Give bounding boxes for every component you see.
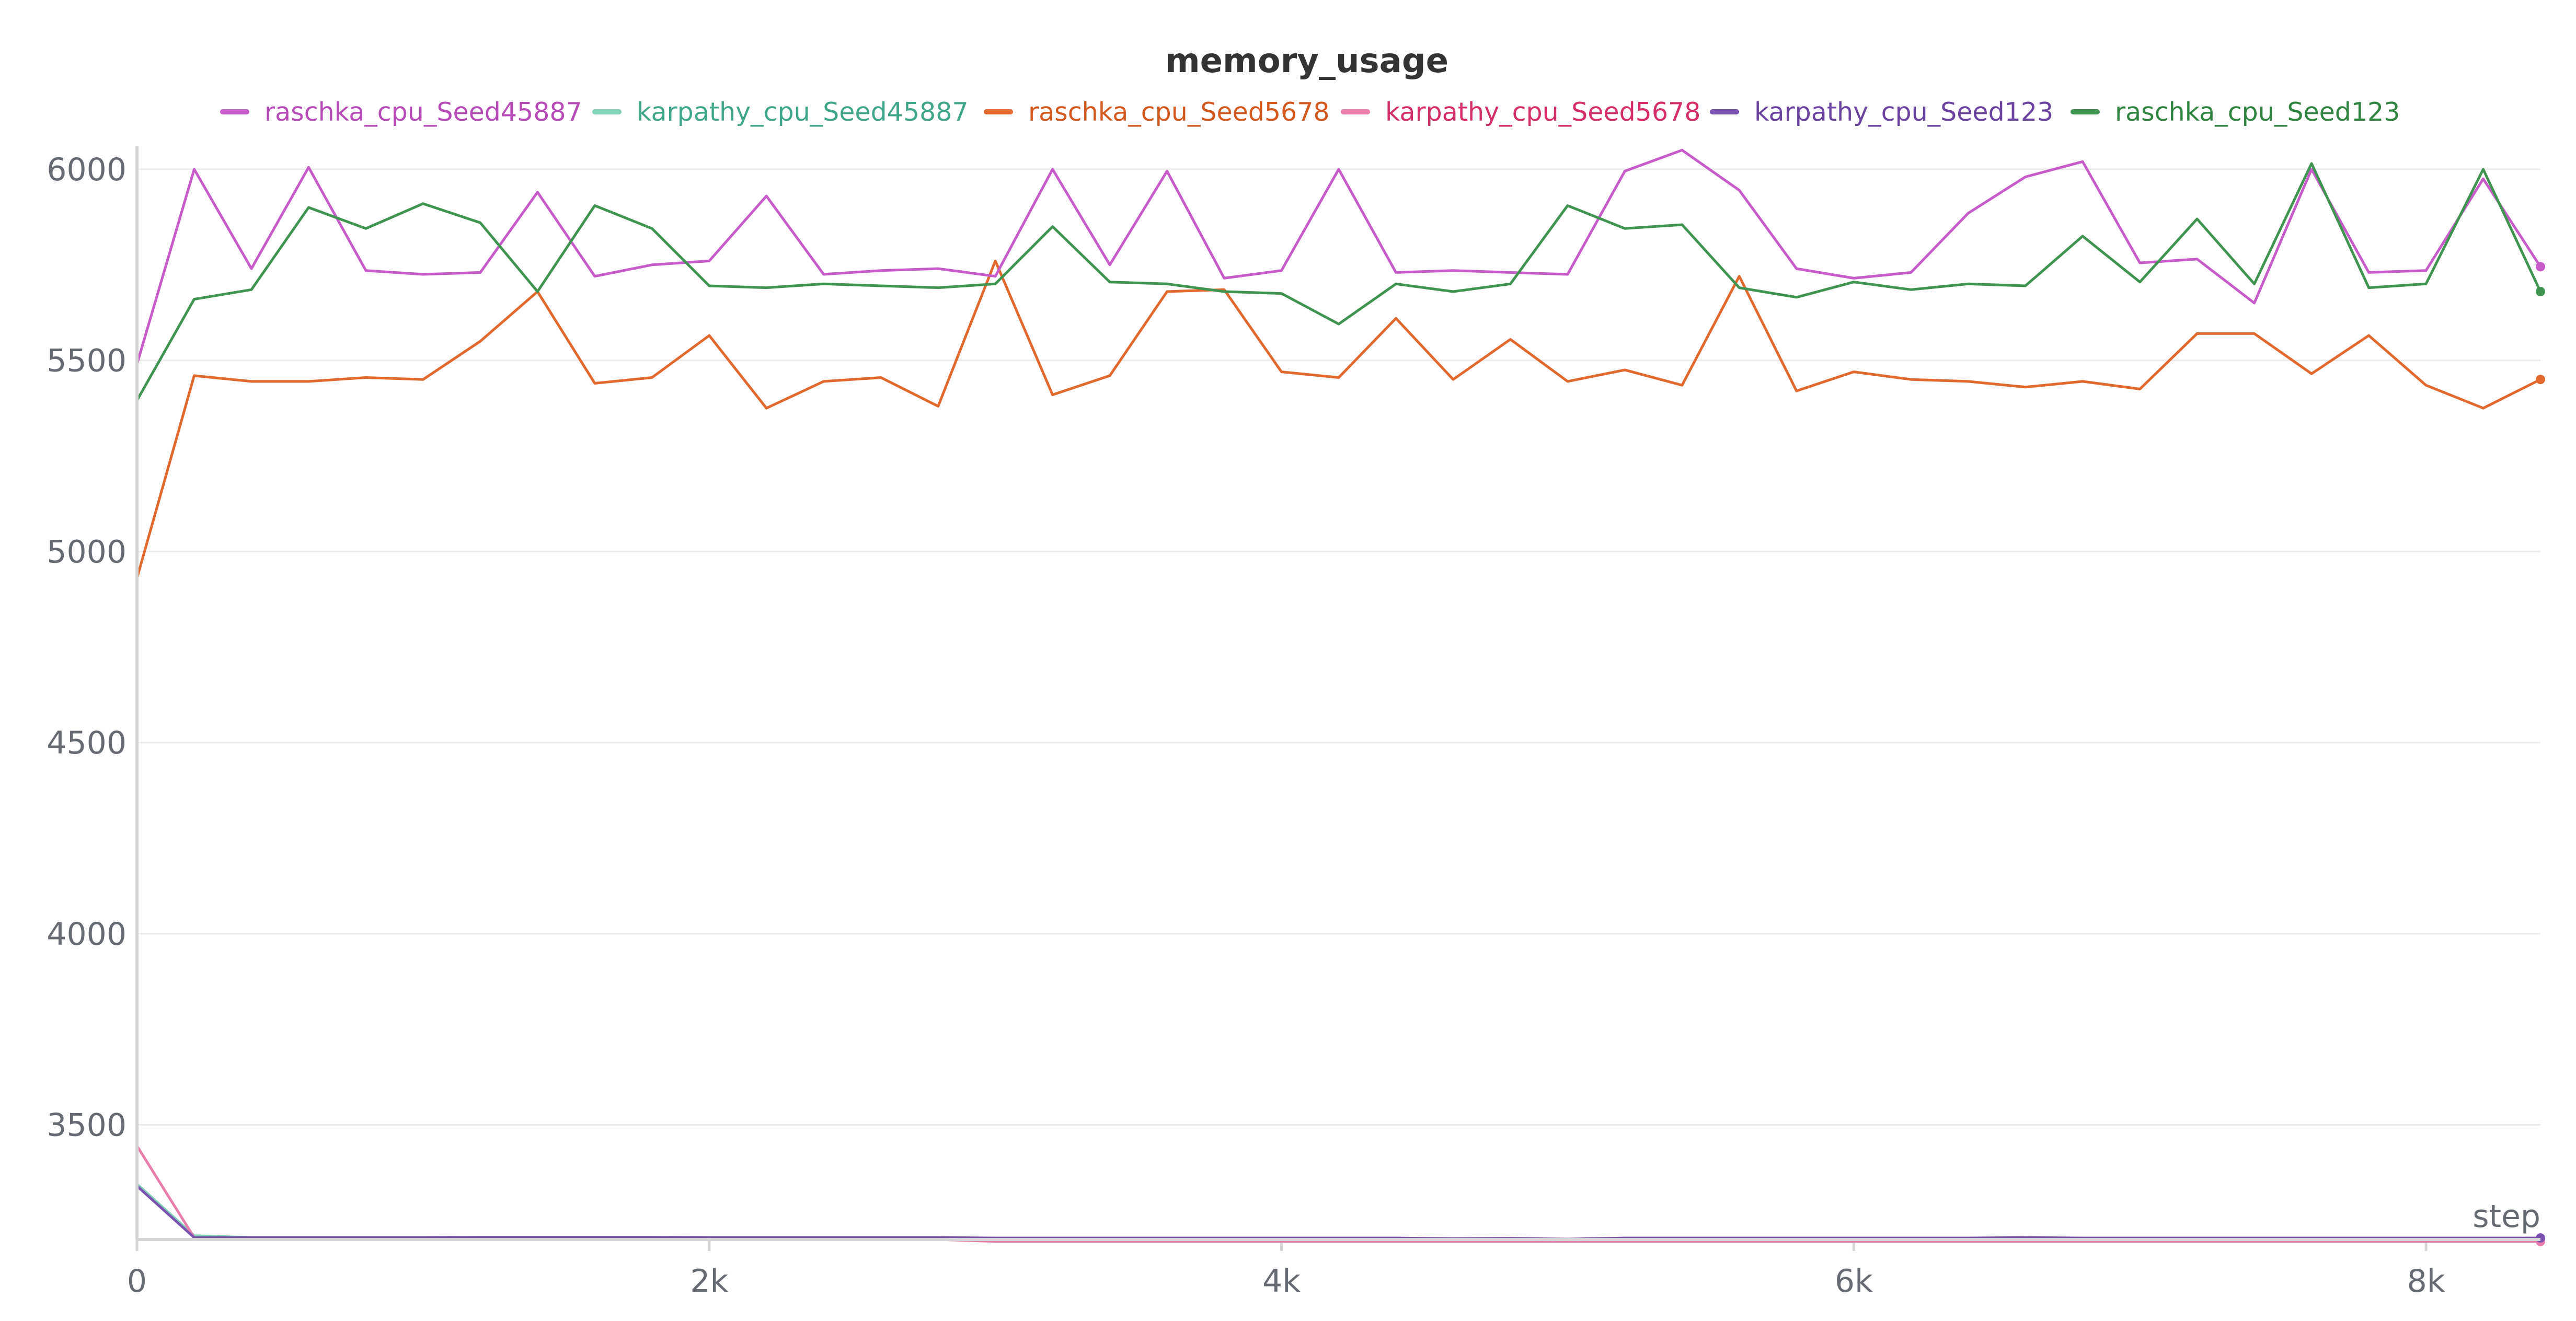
chart-title: memory_usage — [1165, 42, 1448, 80]
legend-label: karpathy_cpu_Seed123 — [1754, 97, 2053, 127]
legend-label: raschka_cpu_Seed45887 — [264, 97, 582, 127]
series-line-raschka_cpu_Seed45887 — [135, 148, 2542, 366]
x-axis-ticks: 0 2k 4k 6k 8k — [127, 1239, 2445, 1300]
y-tick-label: 5500 — [47, 343, 126, 379]
legend: raschka_cpu_Seed45887 karpathy_cpu_Seed45… — [220, 97, 2400, 127]
series-line-karpathy_cpu_Seed45887 — [135, 1183, 2542, 1243]
legend-item[interactable]: karpathy_cpu_Seed45887 — [592, 97, 969, 127]
series-end-point-raschka_cpu_Seed123 — [2536, 286, 2545, 296]
x-tick-label: 4k — [1262, 1263, 1301, 1300]
y-tick-label: 5000 — [47, 534, 126, 570]
x-tick-label: 6k — [1835, 1263, 1873, 1300]
grid-lines — [137, 168, 2540, 1126]
series-end-point-raschka_cpu_Seed45887 — [2536, 262, 2545, 272]
legend-label: raschka_cpu_Seed123 — [2115, 97, 2400, 127]
legend-item[interactable]: raschka_cpu_Seed123 — [2071, 97, 2400, 127]
legend-item[interactable]: raschka_cpu_Seed45887 — [220, 97, 582, 127]
series-line-karpathy_cpu_Seed123 — [135, 1185, 2542, 1241]
x-tick-label: 2k — [690, 1263, 728, 1300]
axes — [135, 146, 2540, 1241]
series-line-karpathy_cpu_Seed5678 — [135, 1144, 2542, 1243]
legend-label: raschka_cpu_Seed5678 — [1028, 97, 1330, 127]
legend-label: karpathy_cpu_Seed45887 — [637, 97, 969, 127]
y-tick-label: 4500 — [47, 725, 126, 761]
legend-item[interactable]: raschka_cpu_Seed5678 — [984, 97, 1330, 127]
series-end-point-raschka_cpu_Seed5678 — [2536, 375, 2545, 385]
legend-item[interactable]: karpathy_cpu_Seed5678 — [1341, 97, 1700, 127]
series-layer — [135, 148, 2545, 1246]
y-tick-label: 4000 — [47, 916, 126, 953]
x-tick-label: 8k — [2407, 1263, 2445, 1300]
series-line-raschka_cpu_Seed5678 — [135, 259, 2542, 580]
legend-item[interactable]: karpathy_cpu_Seed123 — [1710, 97, 2053, 127]
x-axis-label: step — [2472, 1198, 2540, 1235]
legend-label: karpathy_cpu_Seed5678 — [1385, 97, 1700, 127]
y-tick-label: 3500 — [47, 1107, 126, 1144]
y-tick-label: 6000 — [47, 152, 126, 188]
y-axis-ticks: 3500 4000 4500 5000 5500 6000 — [47, 152, 126, 1144]
x-tick-label: 0 — [127, 1263, 147, 1300]
series-line-raschka_cpu_Seed123 — [135, 162, 2542, 402]
